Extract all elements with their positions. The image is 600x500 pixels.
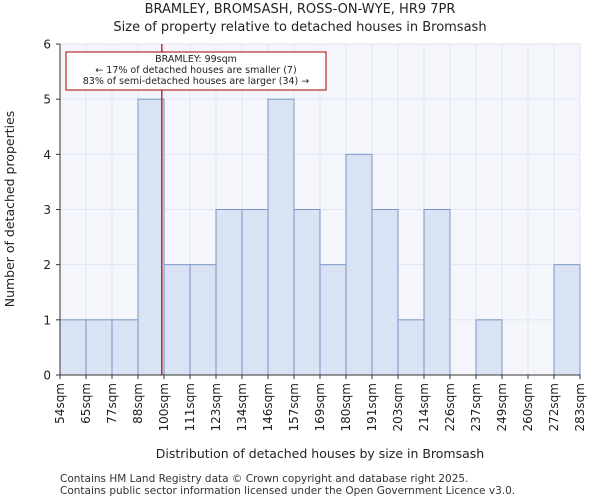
bar-54sqm [59,319,87,376]
bar-111sqm [189,264,217,376]
axes: 0 1 2 3 4 5 6 54sqm 65sqm 77sqm 88sqm 100sqm 111sqm 1… [43,38,587,432]
x-tick-label: 77sqm [105,383,119,424]
bar-100sqm [163,264,191,376]
chart-subtitle: Size of property relative to detached ho… [113,20,487,35]
bar-77sqm [111,319,139,376]
y-tick-label: 6 [43,38,51,52]
x-tick-label: 146sqm [261,383,275,431]
y-tick-label: 0 [43,369,51,383]
bar-272sqm [553,264,581,376]
annotation-line-1: BRAMLEY: 99sqm [155,54,237,65]
x-tick-label: 54sqm [53,383,67,424]
y-tick-label: 1 [43,313,51,327]
x-tick-label: 65sqm [79,383,93,424]
x-tick-label: 157sqm [287,383,301,431]
annotation-box-border [65,51,327,91]
bar-214sqm [423,209,451,376]
axis-labels: Distribution of detached houses by size … [2,111,484,461]
x-tick-label: 249sqm [495,383,509,431]
x-tick-label: 88sqm [131,383,145,424]
x-tick-label: 226sqm [443,383,457,431]
x-axis-label: Distribution of detached houses by size … [156,446,484,461]
annotation-line-2: ← 17% of detached houses are smaller (7) [95,65,296,76]
bar-203sqm [397,319,425,376]
x-tick-label: 214sqm [417,383,431,431]
annotation-line-3: 83% of semi-detached houses are larger (… [83,76,310,87]
annotation-box: BRAMLEY: 99sqm ← 17% of detached houses … [65,51,327,91]
bar-169sqm [319,264,347,376]
bar-237sqm [475,319,503,376]
chart-title: BRAMLEY, BROMSASH, ROSS-ON-WYE, HR9 7PR [144,2,456,17]
x-tick-label: 111sqm [183,383,197,431]
x-tick-label: 283sqm [573,383,587,431]
x-tick-label: 203sqm [391,383,405,431]
bar-123sqm [215,209,243,376]
x-tick-label: 180sqm [339,383,353,431]
y-tick-label: 2 [43,258,51,272]
x-tick-label: 100sqm [157,383,171,431]
bar-134sqm [241,209,269,376]
bar-65sqm [85,319,113,376]
bar-191sqm [371,209,399,376]
y-tick-label: 5 [43,93,51,107]
x-tick-label: 272sqm [547,383,561,431]
y-tick-label: 4 [43,148,51,162]
y-axis-label: Number of detached properties [2,111,17,308]
x-tick-label: 191sqm [365,383,379,431]
x-tick-label: 260sqm [521,383,535,431]
bar-88sqm [137,98,165,376]
y-tick-label: 3 [43,203,51,217]
footer-line-2: Contains public sector information licen… [60,485,516,497]
x-tick-label: 123sqm [209,383,223,431]
x-tick-label: 134sqm [235,383,249,431]
bar-146sqm [267,98,295,376]
x-tick-label: 169sqm [313,383,327,431]
x-tick-label: 237sqm [469,383,483,431]
bars [59,98,581,376]
bar-157sqm [293,209,321,376]
footer-line-1: Contains HM Land Registry data © Crown c… [60,473,469,485]
bar-180sqm [345,153,373,376]
